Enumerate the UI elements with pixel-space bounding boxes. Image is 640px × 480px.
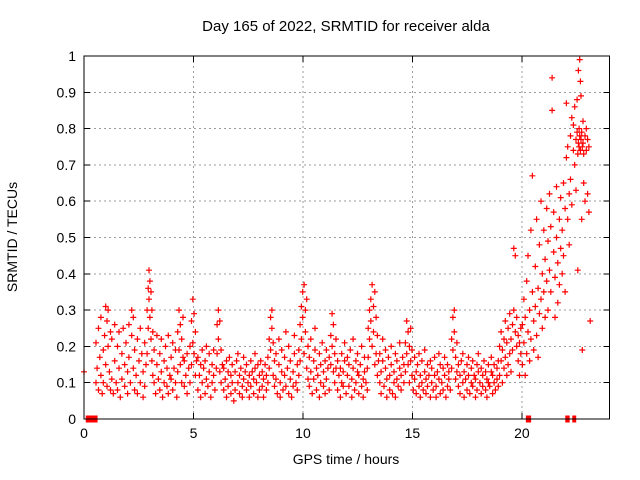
x-tick-label: 0 bbox=[80, 425, 88, 441]
x-tick-label: 15 bbox=[405, 425, 421, 441]
y-tick-label: 0.8 bbox=[57, 121, 77, 137]
y-tick-label: 0.9 bbox=[57, 84, 77, 100]
y-tick-label: 0.3 bbox=[57, 302, 77, 318]
chart-title: Day 165 of 2022, SRMTID for receiver ald… bbox=[202, 18, 490, 35]
y-tick-label: 0.6 bbox=[57, 193, 77, 209]
plot-frame bbox=[83, 55, 610, 420]
x-tick-label: 5 bbox=[190, 425, 198, 441]
x-tick-label: 20 bbox=[514, 425, 530, 441]
y-tick-label: 0.4 bbox=[57, 266, 77, 282]
x-axis-label: GPS time / hours bbox=[293, 451, 400, 467]
y-tick-label: 0.2 bbox=[57, 338, 77, 354]
y-tick-label: 0 bbox=[68, 411, 76, 427]
y-axis-label: SRMTID / TECUs bbox=[4, 182, 20, 292]
y-tick-label: 1 bbox=[68, 48, 76, 64]
x-tick-label: 10 bbox=[295, 425, 311, 441]
plot-area: 0 5 10 15 20 0 0.1 0.2 0.3 0.4 0.5 0.6 0.7 0.8 0.9 1 bbox=[57, 48, 610, 441]
y-tick-label: 0.5 bbox=[57, 230, 77, 246]
y-tick-label: 0.1 bbox=[57, 375, 77, 391]
y-tick-label: 0.7 bbox=[57, 157, 77, 173]
